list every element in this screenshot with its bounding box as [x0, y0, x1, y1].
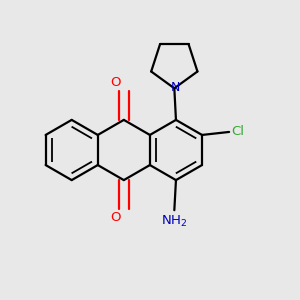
Text: O: O [110, 76, 121, 89]
Text: O: O [110, 211, 121, 224]
Text: NH$_2$: NH$_2$ [161, 214, 188, 229]
Text: Cl: Cl [232, 125, 245, 138]
Text: N: N [170, 81, 180, 94]
